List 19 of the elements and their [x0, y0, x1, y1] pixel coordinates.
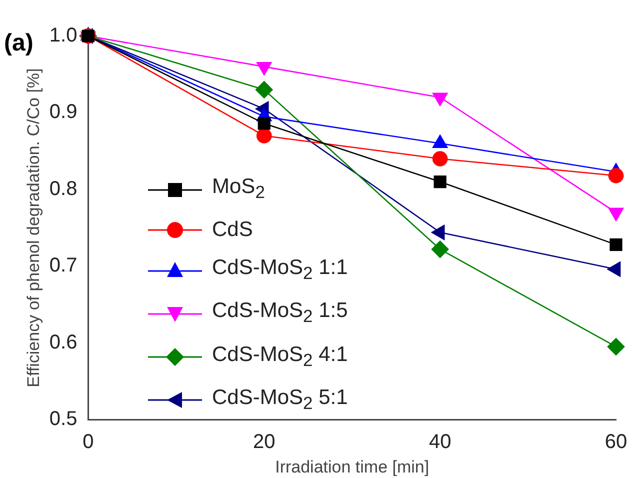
x-tick-label: 60 — [604, 431, 628, 454]
y-tick-label: 0.5 — [49, 408, 78, 430]
y-tick-label: 0.7 — [49, 254, 78, 277]
x-axis-title: Irradiation time [min] — [275, 457, 430, 476]
y-tick-label: 1.0 — [49, 24, 78, 47]
text: (a) — [4, 30, 34, 57]
x-tick-label: 40 — [428, 431, 452, 454]
legend-label: MoS$_{2}$ — [212, 174, 265, 204]
y-tick-label: 0.8 — [49, 178, 78, 200]
legend-label: CdS-MoS$_{2}$ 4:1 — [212, 342, 348, 372]
legend-label: CdS-MoS$_{2}$ 1:1 — [212, 255, 348, 286]
x-tick-label: 0 — [82, 431, 94, 454]
y-axis-title: Efficiency of phenol degradation. C/Co [%] — [24, 68, 43, 388]
legend-label: CdS-MoS$_{2}$ 1:5 — [212, 298, 348, 329]
legend-label: CdS-MoS$_{2}$ 5:1 — [212, 384, 348, 415]
y-tick-label: 0.6 — [49, 331, 78, 354]
y-tick-label: 0.9 — [49, 101, 78, 124]
x-tick-label: 20 — [253, 431, 276, 454]
legend-label: CdS — [212, 217, 253, 244]
